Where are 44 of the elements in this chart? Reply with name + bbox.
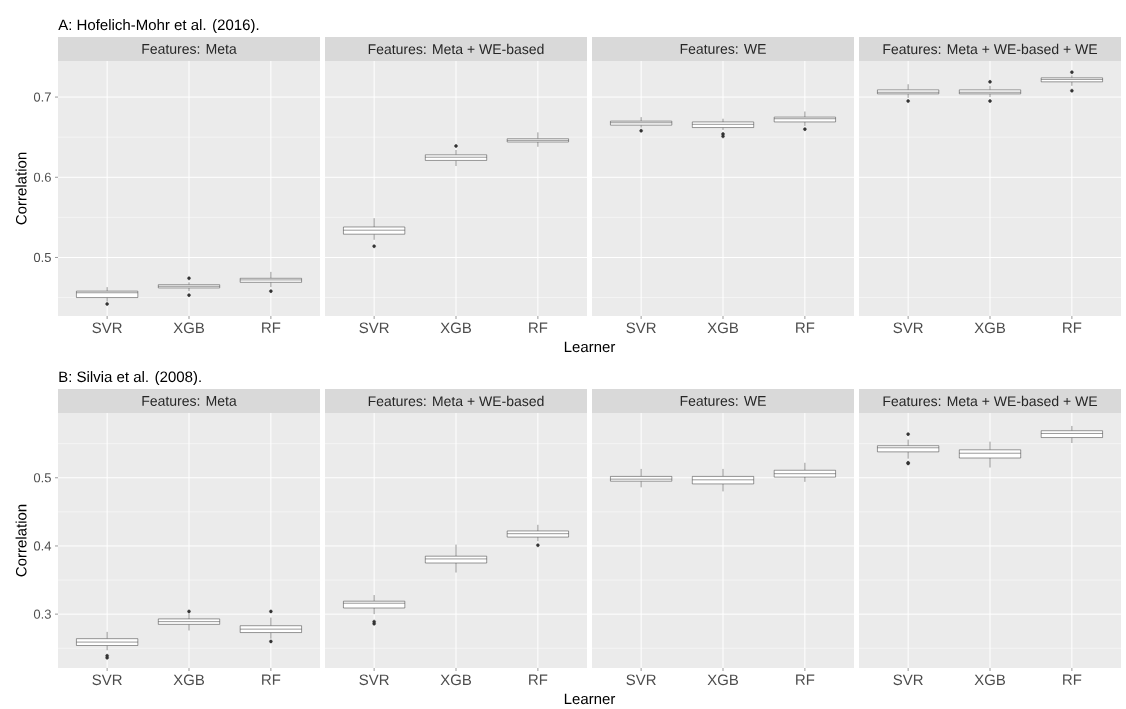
y-axis-title: Correlation — [15, 504, 27, 577]
x-tick-label: SVR — [359, 322, 389, 334]
x-tick-label: XGB — [440, 674, 472, 686]
x-tick-label: RF — [529, 322, 548, 333]
chart-title: Features: Meta — [142, 44, 237, 54]
x-tick-label: XGB — [173, 322, 205, 334]
chart-title: Features: WE — [680, 396, 766, 406]
x-tick-label: SVR — [893, 322, 923, 334]
x-tick-label: XGB — [707, 674, 739, 686]
x-tick-label: SVR — [626, 322, 656, 334]
y-tick-label: 0.4 — [33, 541, 52, 551]
chart-title: Features: Meta — [142, 396, 237, 406]
x-tick-label: RF — [796, 674, 815, 685]
x-tick-label: SVR — [626, 674, 656, 686]
x-tick-label: XGB — [974, 674, 1006, 686]
x-tick-label: RF — [1063, 322, 1082, 333]
x-tick-label: XGB — [440, 322, 472, 334]
x-axis-title: Learner — [564, 341, 616, 353]
x-tick-label: XGB — [173, 674, 205, 686]
chart-title: Features: Meta + WE-based + WE — [883, 43, 1098, 55]
x-tick-label: SVR — [893, 674, 923, 686]
text: A: Hofelich-Mohr et al. (2016). — [58, 19, 259, 34]
y-tick-label: 0.5 — [33, 252, 51, 263]
y-tick-label: 0.5 — [33, 473, 51, 483]
y-tick-label: 0.3 — [33, 609, 51, 619]
x-tick-label: RF — [1063, 674, 1082, 685]
x-axis-title: Learner — [564, 693, 616, 705]
x-tick-label: SVR — [92, 322, 122, 334]
x-tick-label: SVR — [92, 674, 122, 686]
y-tick-label: 0.6 — [33, 172, 51, 182]
x-tick-label: RF — [262, 322, 281, 333]
x-tick-label: XGB — [974, 322, 1006, 334]
text: B: Silvia et al. (2008). — [59, 371, 201, 386]
x-tick-label: RF — [262, 674, 281, 685]
chart-title: Features: Meta + WE-based — [368, 395, 544, 407]
x-tick-label: RF — [529, 674, 548, 685]
y-tick-label: 0.7 — [33, 92, 51, 102]
chart-title: Features: WE — [680, 44, 766, 54]
y-axis-title: Correlation — [15, 152, 27, 225]
chart-title: Features: Meta + WE-based — [368, 43, 544, 55]
chart-title: Features: Meta + WE-based + WE — [883, 395, 1098, 407]
x-tick-label: RF — [796, 322, 815, 333]
x-tick-label: XGB — [707, 322, 739, 334]
x-tick-label: SVR — [359, 674, 389, 686]
